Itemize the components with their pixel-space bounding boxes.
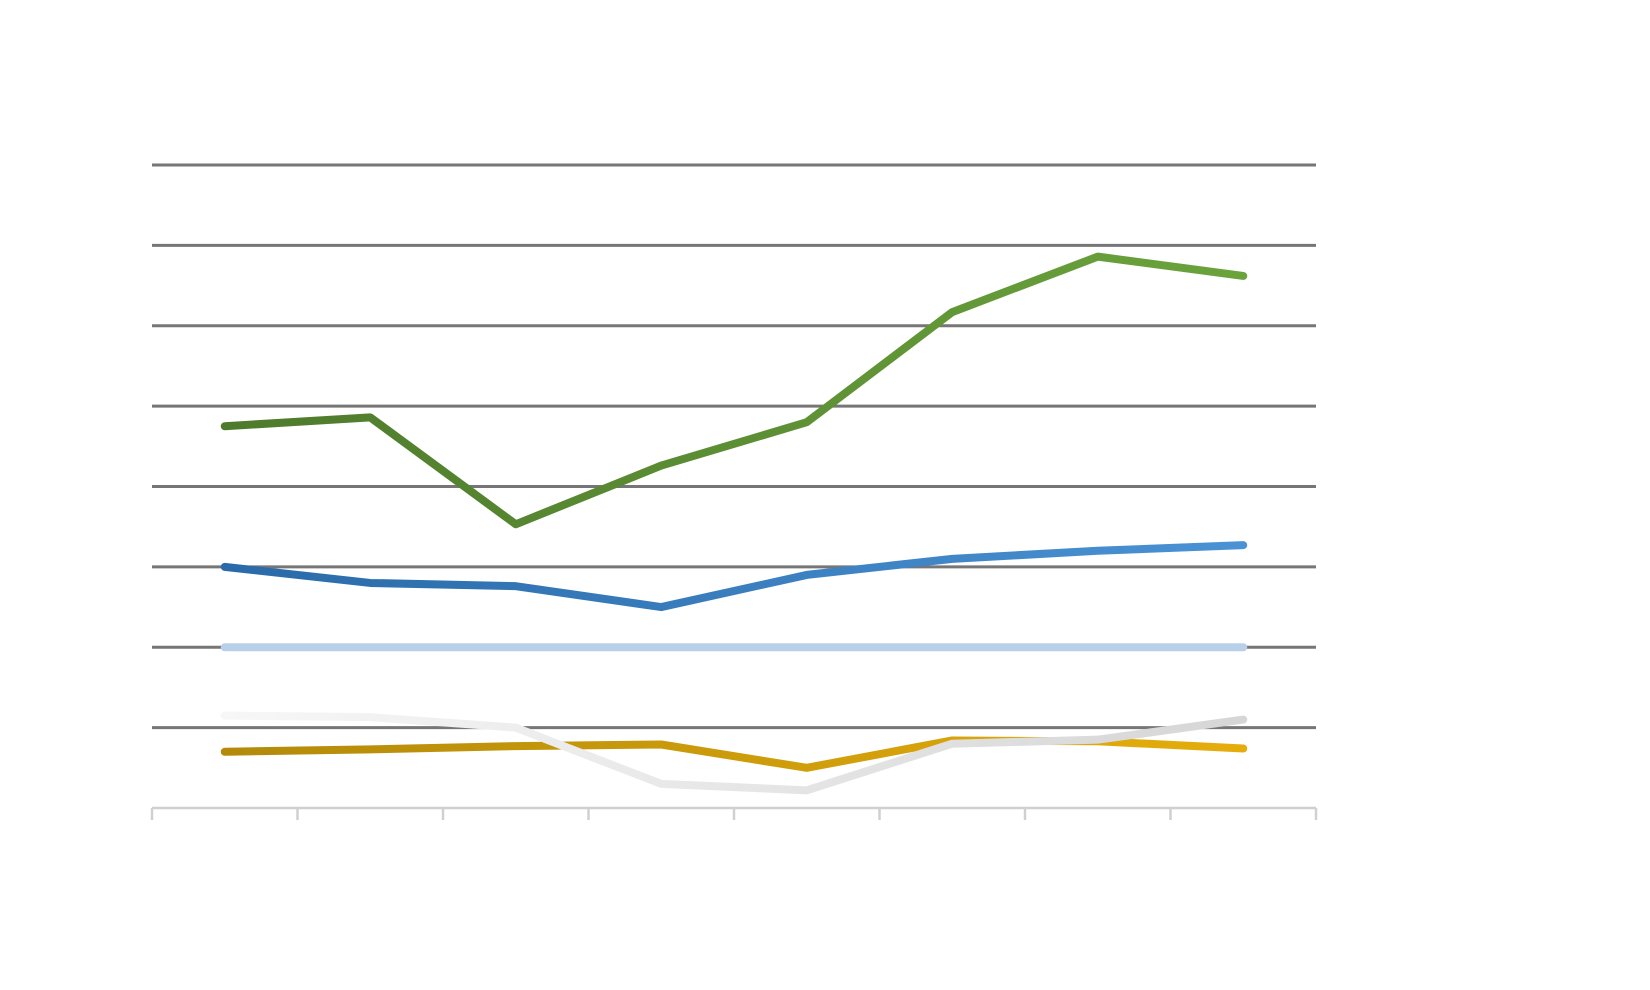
x-axis bbox=[150, 806, 1318, 820]
series-line-5 bbox=[220, 736, 1248, 772]
legend bbox=[1389, 395, 1488, 713]
plot-area bbox=[220, 252, 1248, 795]
series-line-4 bbox=[220, 711, 1248, 795]
series-line-2 bbox=[220, 541, 1248, 612]
series-line-1 bbox=[220, 252, 1248, 529]
